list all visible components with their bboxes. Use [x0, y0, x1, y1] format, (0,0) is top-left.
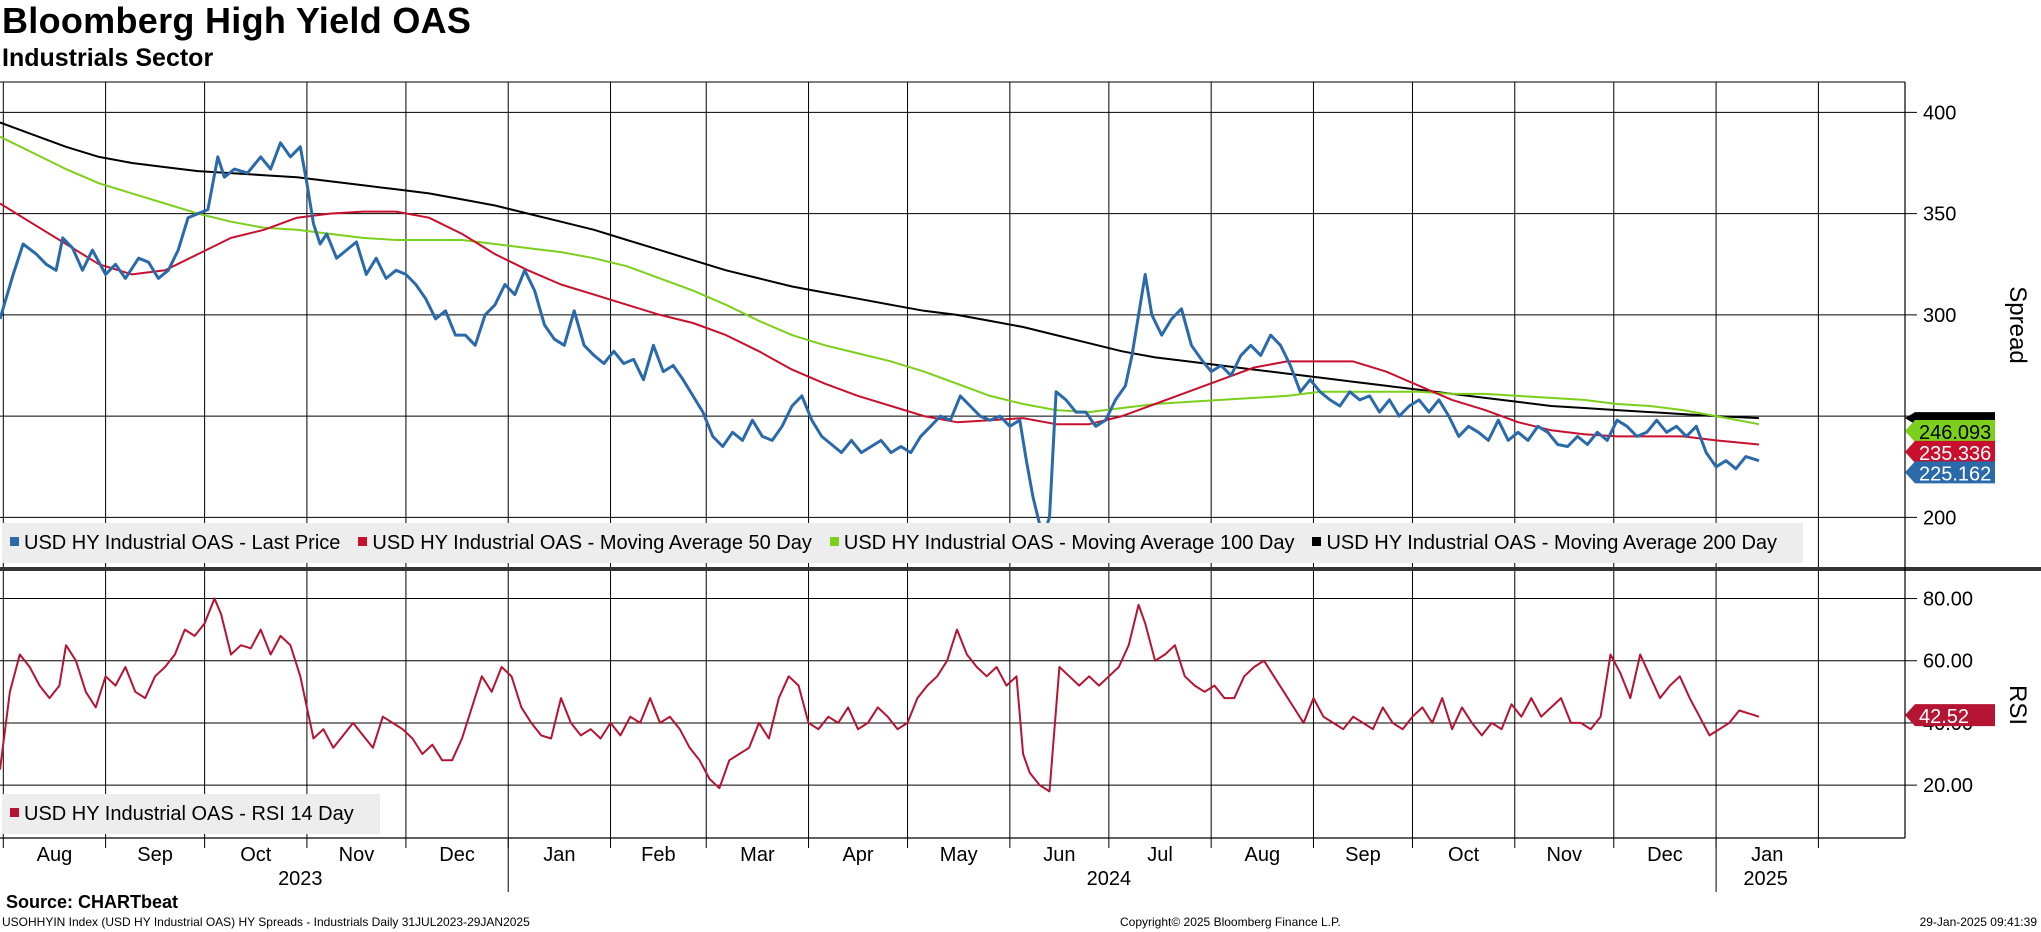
value-tag-bg: [1905, 461, 1995, 484]
value-tag-bg: [1905, 420, 1995, 443]
month-label: Oct: [240, 844, 272, 866]
series-line-ma50: [0, 202, 1760, 446]
lower-ytick-label: 20.00: [1923, 775, 1973, 797]
year-label: 2024: [1087, 868, 1132, 890]
rsi-value-tag: 42.52: [1905, 704, 1995, 728]
month-label: Sep: [1345, 844, 1381, 866]
series-line-ma200: [0, 121, 1760, 420]
upper-axis-title: Spread: [2004, 286, 2031, 363]
legend-label: USD HY Industrial OAS - RSI 14 Day: [24, 803, 354, 825]
month-label: Nov: [339, 844, 375, 866]
month-label: Jun: [1043, 844, 1075, 866]
upper-ytick-label: 300: [1923, 305, 1956, 327]
series-line-ma100: [0, 135, 1760, 426]
value-tag-label: 235.336: [1919, 443, 1991, 465]
legend-label: USD HY Industrial OAS - Moving Average 1…: [843, 532, 1295, 554]
month-label: Sep: [137, 844, 173, 866]
legend-swatch: [1312, 537, 1322, 547]
source-note: Source: CHARTbeat: [6, 892, 179, 912]
year-label: 2025: [1743, 868, 1788, 890]
month-label: Aug: [1245, 844, 1281, 866]
month-label: Aug: [37, 844, 73, 866]
upper-legend: USD HY Industrial OAS - Last Price USD HY…: [2, 523, 1804, 563]
value-tag-label: 42.52: [1919, 706, 1969, 728]
lower-ytick-label: 60.00: [1923, 651, 1973, 673]
legend-swatch: [10, 808, 19, 818]
upper-ytick-label: 350: [1923, 204, 1956, 226]
month-label: Jul: [1147, 844, 1173, 866]
series-line-rsi: [0, 597, 1760, 793]
legend-item-ma50: USD HY Industrial OAS - Moving Average 5…: [358, 523, 812, 563]
month-label: Apr: [842, 844, 873, 866]
month-label: Oct: [1448, 844, 1480, 866]
ma50-value-tag: 235.336: [1905, 440, 1995, 465]
legend-swatch: [358, 537, 368, 547]
chart-subtitle: Industrials Sector: [2, 44, 214, 72]
lower-ytick-label: 80.00: [1923, 589, 1973, 611]
upper-ytick-label: 200: [1923, 507, 1956, 529]
timestamp: 29-Jan-2025 09:41:39: [1919, 915, 2037, 929]
value-tag-bg: [1905, 704, 1995, 727]
legend-label: USD HY Industrial OAS - Last Price: [24, 532, 341, 554]
chart-title: Bloomberg High Yield OAS: [2, 0, 472, 41]
month-gridlines: [2, 82, 1819, 892]
month-label: May: [940, 844, 978, 866]
legend-item-ma100: USD HY Industrial OAS - Moving Average 1…: [829, 523, 1295, 563]
value-tag-bg: [1905, 440, 1995, 463]
axes-group: [0, 81, 2041, 839]
value-tag-label: 225.162: [1919, 463, 1991, 485]
month-label: Dec: [1647, 844, 1683, 866]
legend-label: USD HY Industrial OAS - Moving Average 2…: [1326, 532, 1778, 554]
legend-item-rsi: USD HY Industrial OAS - RSI 14 Day: [10, 794, 354, 834]
lower-axis-title: RSI: [2004, 685, 2031, 725]
last-price-value-tag: 225.162: [1905, 461, 1995, 485]
axis-labels-group: 20030035040020.0040.0060.0080.00SpreadRS…: [37, 102, 2031, 890]
ma100-value-tag: 246.093: [1905, 420, 1995, 444]
month-label: Feb: [641, 844, 675, 866]
month-label: Jan: [1751, 844, 1783, 866]
legend-swatch: [10, 537, 19, 547]
year-label: 2023: [278, 868, 323, 890]
series-line-last_price: [0, 141, 1760, 540]
legend-swatch: [829, 537, 839, 547]
copyright-note: Copyright© 2025 Bloomberg Finance L.P.: [1120, 915, 1341, 929]
legend-item-ma200: USD HY Industrial OAS - Moving Average 2…: [1312, 523, 1777, 563]
month-label: Jan: [543, 844, 575, 866]
lower-series-group: [0, 597, 1760, 793]
legend-item-last_price: USD HY Industrial OAS - Last Price: [10, 523, 340, 563]
value-tag-label: 246.093: [1919, 422, 1991, 444]
lower-legend: USD HY Industrial OAS - RSI 14 Day: [2, 794, 380, 834]
month-label: Dec: [439, 844, 475, 866]
month-label: Mar: [740, 844, 775, 866]
legend-label: USD HY Industrial OAS - Moving Average 5…: [372, 532, 812, 554]
series-description: USOHHYIN Index (USD HY Industrial OAS) H…: [2, 915, 530, 929]
upper-series-group: [0, 121, 1760, 540]
month-label: Nov: [1546, 844, 1582, 866]
upper-ytick-label: 400: [1923, 102, 1956, 124]
lower-gridlines: [0, 598, 1917, 786]
